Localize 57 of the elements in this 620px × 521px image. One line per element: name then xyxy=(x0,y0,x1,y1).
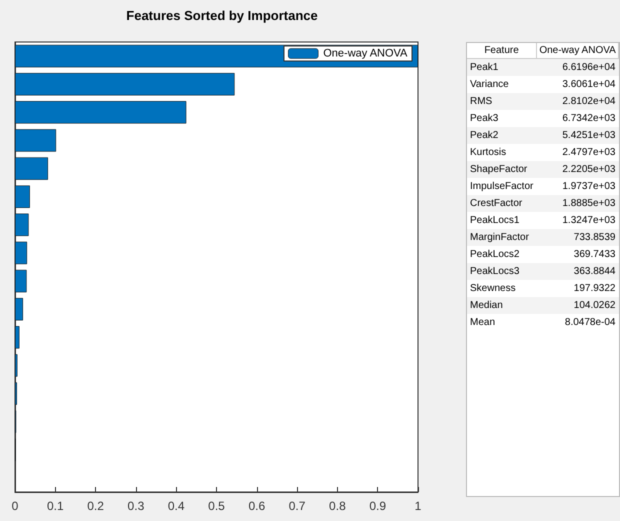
text: 197.9322 xyxy=(574,283,616,294)
chart-title: Features Sorted by Importance xyxy=(126,8,318,23)
x-tick-label: 0.3 xyxy=(128,499,145,513)
text: 1.8885e+03 xyxy=(562,198,616,209)
category-label: ShapeFactor xyxy=(467,161,537,178)
bar xyxy=(15,72,235,96)
x-tick-label: 0.8 xyxy=(329,499,346,513)
bar xyxy=(15,185,30,208)
category-label: PeakLocs1 xyxy=(469,214,520,228)
bar xyxy=(15,214,29,236)
category-label: Variance xyxy=(469,78,510,92)
bar xyxy=(15,326,20,349)
category-label: Median xyxy=(467,297,537,314)
x-tick-label: 1 xyxy=(414,499,422,513)
text: 8.0478e-04 xyxy=(564,317,616,328)
text: 6.7342e+03 xyxy=(562,113,616,124)
x-tick-label: 0.9 xyxy=(369,499,386,513)
category-label: PeakLocs2 xyxy=(469,248,520,262)
text: 1.9737e+03 xyxy=(562,181,616,192)
category-label: Peak1 xyxy=(467,58,537,76)
bar xyxy=(15,129,56,152)
x-tick-label: 0 xyxy=(12,499,19,513)
x-tick-label: 0.5 xyxy=(208,499,226,513)
x-tick-label: 0.1 xyxy=(46,499,64,513)
text: Feature xyxy=(467,43,537,58)
x-tick-label: 0.4 xyxy=(168,499,185,513)
category-label: ImpulseFactor xyxy=(469,180,534,194)
text: 2.8102e+04 xyxy=(562,96,616,107)
text: 6.6196e+04 xyxy=(562,62,616,73)
text: 733.8539 xyxy=(574,232,616,243)
x-tick-label: 0.6 xyxy=(248,499,266,513)
bar xyxy=(15,242,28,264)
x-tick-label: 0.2 xyxy=(87,499,104,513)
text: 5.4251e+03 xyxy=(562,130,616,141)
bar xyxy=(15,298,24,320)
x-tick-label: 0.7 xyxy=(288,499,306,513)
bar xyxy=(15,101,186,124)
category-label: Skewness xyxy=(469,282,517,296)
legend-label: One-way ANOVA xyxy=(323,48,408,60)
text: 363.8844 xyxy=(574,266,616,277)
category-label: MarginFactor xyxy=(467,229,537,246)
text: 369.7433 xyxy=(574,249,616,260)
category-label: RMS xyxy=(467,93,537,110)
text: 1.3247e+03 xyxy=(562,215,616,226)
text: 2.2205e+03 xyxy=(562,164,616,175)
text: One-way ANOVA xyxy=(536,43,618,58)
bar xyxy=(15,157,48,180)
category-label: Mean xyxy=(469,316,496,330)
category-label: Peak3 xyxy=(469,112,500,126)
category-label: Kurtosis xyxy=(469,146,508,160)
text: 2.4797e+03 xyxy=(562,147,616,158)
category-label: Peak2 xyxy=(467,127,537,144)
category-label: PeakLocs3 xyxy=(467,263,537,280)
bar xyxy=(15,270,27,292)
text: 104.0262 xyxy=(574,300,616,311)
category-label: CrestFactor xyxy=(467,195,537,212)
text: 3.6061e+04 xyxy=(562,79,616,90)
